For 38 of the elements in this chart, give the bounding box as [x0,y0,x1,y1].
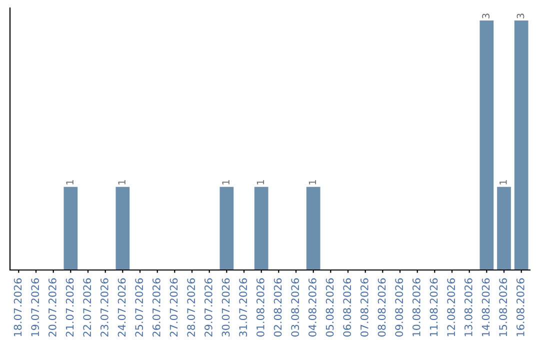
x-tick-label: 31.07.2026 [239,278,248,336]
data-label: 1 [222,180,230,184]
x-tick-label: 29.07.2026 [204,278,212,337]
x-tick-label: 14.08.2026 [482,278,490,336]
x-tick-label: 04.08.2026 [308,278,316,337]
x-tick-label: 21.07.2026 [66,278,74,337]
x-tick-label: 10.08.2026 [412,278,420,336]
x-tick-label: 26.07.2026 [152,278,160,337]
x-tick-label: 20.07.2026 [48,278,56,337]
x-tick-label: 16.08.2026 [516,278,524,336]
x-tick-label: 05.08.2026 [326,278,334,337]
x-tick-label: 24.07.2026 [118,278,126,337]
x-tick-label: 25.07.2026 [135,278,144,337]
x-tick-label: 08.08.2026 [378,278,386,337]
x-tick-label: 27.07.2026 [170,278,178,337]
data-label: 1 [308,180,316,184]
x-tick-label: 03.08.2026 [291,278,300,337]
x-tick-label: 07.08.2026 [360,278,368,337]
x-tick-label: 30.07.2026 [222,278,230,336]
data-label: 1 [118,180,126,184]
x-tick-label: 01.08.2026 [256,278,264,337]
x-tick-label: 06.08.2026 [343,278,352,337]
x-tick-label: 28.07.2026 [187,278,196,337]
x-tick-label: 13.08.2026 [464,278,472,336]
data-label: 1 [66,180,74,184]
data-label: 1 [256,180,264,184]
x-tick-label: 02.08.2026 [274,278,282,337]
data-label: 3 [482,14,490,18]
x-tick-label: 19.07.2026 [31,278,40,336]
x-tick-label: 09.08.2026 [395,278,404,337]
x-tick-label: 18.07.2026 [14,278,22,336]
data-label: 3 [516,14,524,18]
x-tick-label: 12.08.2026 [447,278,456,336]
x-tick-label: 22.07.2026 [83,278,92,337]
x-tick-label: 11.08.2026 [430,278,438,336]
x-tick-label: 23.07.2026 [100,278,108,337]
data-label: 1 [500,180,507,184]
x-tick-label: 15.08.2026 [499,278,508,336]
